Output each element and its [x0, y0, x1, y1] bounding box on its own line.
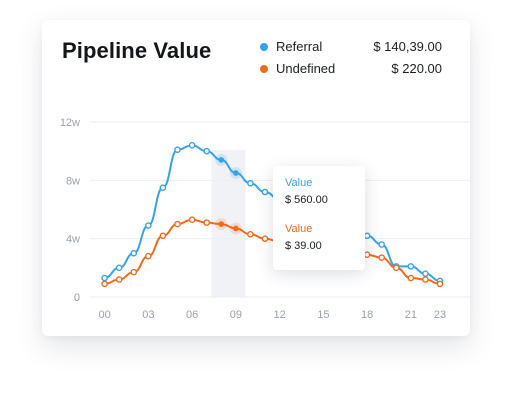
legend-value: $ 140,39.00: [373, 39, 442, 54]
legend-dot-undefined: [260, 65, 268, 73]
x-tick-label: 09: [230, 309, 242, 321]
x-tick-label: 21: [405, 309, 417, 321]
legend-label: Referral: [276, 39, 323, 54]
legend-item-undefined[interactable]: Undefined $ 220.00: [260, 60, 442, 82]
data-point-undefined: [392, 264, 400, 272]
x-tick-label: 03: [142, 309, 154, 321]
legend-label: Undefined: [276, 61, 336, 76]
data-point-referral: [422, 270, 429, 277]
data-point-referral: [203, 147, 210, 155]
tooltip-label-referral: Value: [285, 177, 313, 189]
data-point-undefined: [188, 216, 196, 224]
data-point-undefined: [363, 251, 371, 259]
data-point-undefined: [436, 280, 444, 288]
legend-item-referral[interactable]: Referral $ 140,39.00: [260, 38, 442, 60]
line-chart: 0 4w 8w 12w 00 03 06 09 12 15 18 21 23: [60, 117, 470, 321]
data-point-undefined: [203, 219, 210, 226]
data-point-undefined: [218, 221, 225, 227]
data-point-undefined: [130, 268, 138, 276]
data-point-referral: [218, 157, 225, 163]
data-point-referral: [115, 264, 123, 272]
data-point-referral: [363, 232, 371, 240]
legend-value: $ 220.00: [391, 61, 442, 76]
data-point-undefined: [115, 276, 123, 283]
data-point-referral: [130, 249, 138, 257]
data-point-undefined: [247, 230, 254, 238]
x-tick-label: 06: [186, 309, 198, 321]
data-point-referral: [233, 170, 239, 176]
data-point-undefined: [159, 232, 167, 240]
data-point-referral: [188, 142, 196, 149]
data-point-referral: [159, 184, 167, 191]
data-point-referral: [378, 241, 385, 248]
y-tick-label: 8w: [66, 175, 80, 187]
tooltip-label-undefined: Value: [285, 223, 313, 235]
data-point-referral: [174, 146, 181, 154]
x-tick-label: 00: [98, 309, 110, 321]
x-tick-label: 15: [317, 309, 329, 321]
x-tick-label: 18: [361, 309, 373, 321]
y-tick-label: 0: [74, 292, 80, 304]
y-tick-label: 4w: [66, 234, 80, 246]
page-title: Pipeline Value: [62, 38, 212, 63]
x-tick-label: 23: [434, 309, 446, 321]
legend-dot-referral: [260, 43, 268, 51]
tooltip-value-referral: $ 560.00: [285, 194, 328, 206]
data-point-referral: [407, 263, 415, 270]
data-point-undefined: [261, 235, 269, 242]
data-point-referral: [101, 274, 108, 282]
x-tick-label: 12: [273, 309, 285, 321]
data-point-undefined: [378, 254, 385, 261]
data-point-undefined: [145, 252, 152, 260]
tooltip-value-undefined: $ 39.00: [285, 240, 322, 252]
data-point-undefined: [233, 225, 239, 232]
data-point-referral: [261, 188, 269, 196]
legend: Referral $ 140,39.00 Undefined $ 220.00: [260, 38, 442, 82]
chart-card: Pipeline Value Referral $ 140,39.00 Unde…: [42, 20, 470, 336]
y-tick-label: 12w: [60, 117, 80, 129]
data-point-referral: [145, 222, 152, 229]
data-point-undefined: [174, 220, 181, 228]
chart-tooltip: Value $ 560.00 Value $ 39.00: [273, 166, 365, 270]
data-point-undefined: [422, 276, 429, 283]
data-point-undefined: [101, 280, 108, 288]
data-point-undefined: [407, 274, 415, 282]
data-point-referral: [247, 179, 254, 187]
